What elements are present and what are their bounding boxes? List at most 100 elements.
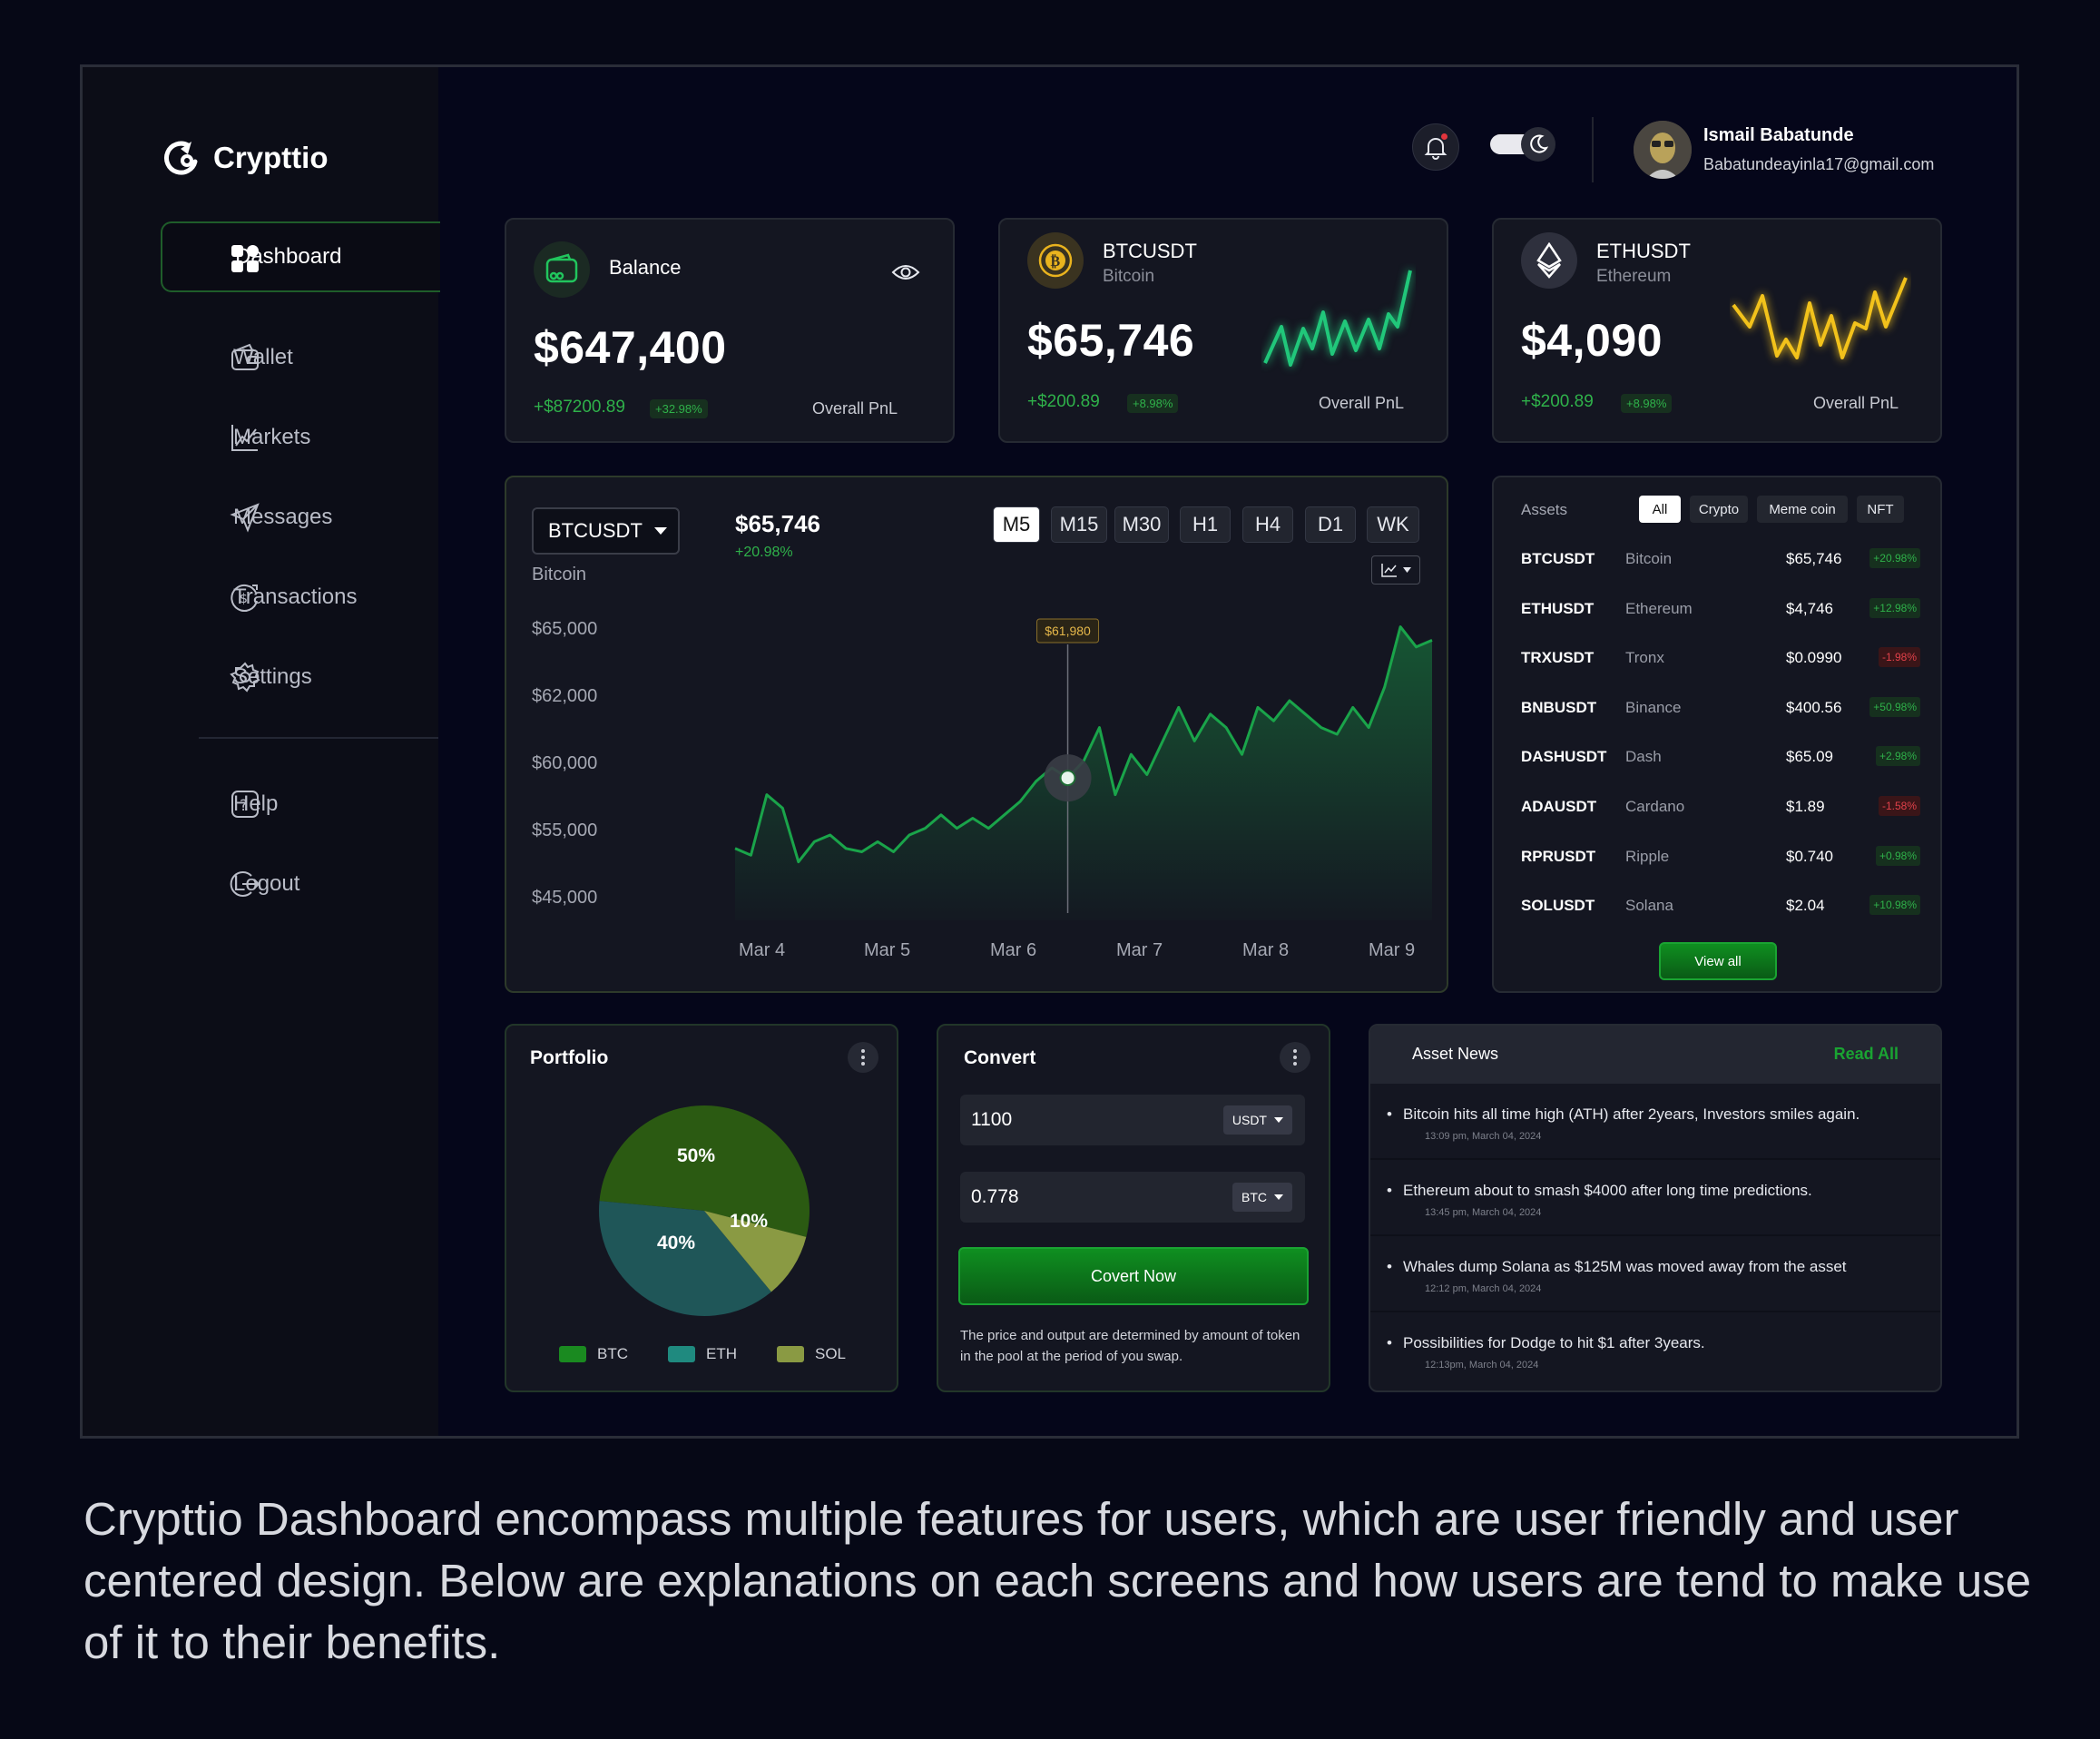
sidebar-item-markets[interactable]: Markets [161,402,440,473]
to-amount-value: 0.778 [971,1186,1019,1207]
asset-symbol: ETHUSDT [1521,599,1595,617]
tab-m15[interactable]: M15 [1051,506,1107,543]
x-tick-label: Mar 9 [1369,940,1416,960]
convert-menu-button[interactable] [1280,1042,1310,1073]
news-item[interactable]: Bitcoin hits all time high (ATH) after 2… [1370,1084,1940,1160]
asset-symbol: TRXUSDT [1521,649,1595,667]
tab-m30[interactable]: M30 [1114,506,1169,543]
to-amount-input[interactable]: 0.778 BTC [960,1172,1305,1223]
news-item[interactable]: Possibilities for Dodge to hit $1 after … [1370,1312,1940,1389]
legend-label: SOL [815,1345,847,1362]
eye-icon[interactable] [891,261,920,283]
logo[interactable]: Crypttio [161,136,329,180]
balance-card: Balance $647,400 +$87200.89 +32.98% Over… [505,218,955,443]
balance-icon-wrap [534,241,590,298]
x-tick-label: Mar 8 [1242,940,1290,960]
btc-card: ₿ BTCUSDT Bitcoin $65,746 +$200.89 +8.98… [998,218,1448,443]
convert-now-button[interactable]: Covert Now [958,1247,1309,1305]
user-email: Babatundeayinla17@gmail.com [1703,155,1935,173]
sidebar: Crypttio Dashboard Wallet Markets [83,67,440,1436]
from-amount-input[interactable]: 1100 USDT [960,1095,1305,1145]
tab-h1[interactable]: H1 [1180,506,1231,543]
asset-row[interactable]: TRXUSDT Tronx $0.0990 -1.98% [1521,645,1920,673]
pie-slice-btc[interactable] [599,1105,810,1237]
news-item[interactable]: Whales dump Solana as $125M was moved aw… [1370,1236,1940,1312]
btc-pnl-label: Overall PnL [1319,394,1405,412]
pair-dropdown[interactable]: BTCUSDT [532,507,680,555]
chart-type-dropdown[interactable] [1371,555,1420,585]
notifications-button[interactable] [1412,123,1459,171]
sidebar-item-wallet[interactable]: Wallet [161,322,440,393]
asset-symbol: BTCUSDT [1521,550,1595,567]
asset-row[interactable]: SOLUSDT Solana $2.04 +10.98% [1521,893,1920,920]
pie-label: 50% [677,1145,715,1166]
wallet-icon [231,343,259,370]
avatar[interactable] [1634,121,1692,179]
portfolio-title: Portfolio [530,1047,609,1068]
moon-icon [1530,134,1549,153]
balance-value: $647,400 [534,322,727,373]
btc-pnl: +$200.89 [1027,392,1100,411]
asset-row[interactable]: RPRUSDT Ripple $0.740 +0.98% [1521,844,1920,871]
pie-slice-eth[interactable] [599,1201,771,1316]
news-date: 12:13pm, March 04, 2024 [1425,1360,1539,1371]
eth-sparkline-line [1732,277,1908,359]
asset-price: $0.740 [1786,847,1833,865]
pie-label: 40% [657,1233,695,1253]
to-currency-select[interactable]: BTC [1232,1183,1292,1212]
tab-all[interactable]: All [1639,496,1681,523]
asset-name: Ethereum [1625,599,1693,617]
caption-text: Crypttio Dashboard encompass multiple fe… [83,1493,2032,1668]
news-headline: Whales dump Solana as $125M was moved aw… [1387,1258,1847,1276]
asset-price: $4,746 [1786,599,1833,617]
from-currency-select[interactable]: USDT [1222,1105,1292,1135]
tab-m5[interactable]: M5 [993,506,1040,543]
sidebar-item-settings[interactable]: Settings [161,642,440,712]
sidebar-item-dashboard[interactable]: Dashboard [161,221,440,292]
btc-sparkline-line [1263,270,1412,367]
btc-title: BTCUSDT [1103,240,1197,262]
eth-pnl-label: Overall PnL [1813,394,1899,412]
price-chart-svg[interactable]: $61,980 [724,604,1441,922]
pie-slice-sol[interactable] [704,1211,807,1292]
markets-icon [231,425,258,451]
dashboard-icon [231,245,259,272]
tab-d1[interactable]: D1 [1305,506,1356,543]
view-all-button[interactable]: View all [1659,942,1777,980]
asset-row[interactable]: ETHUSDT Ethereum $4,746 +12.98% [1521,596,1920,624]
asset-price: $2.04 [1786,897,1825,915]
tab-wk[interactable]: WK [1367,506,1419,543]
sidebar-item-help[interactable]: ? Help [161,769,440,840]
tab-crypto[interactable]: Crypto [1690,496,1748,523]
user-name: Ismail Babatunde [1703,125,1854,145]
tab-h4[interactable]: H4 [1242,506,1293,543]
news-title: Asset News [1412,1045,1499,1063]
eth-subtitle: Ethereum [1596,267,1672,286]
highlight-point[interactable] [1059,770,1076,787]
tab-nft[interactable]: NFT [1857,496,1904,523]
asset-row[interactable]: ADAUSDT Cardano $1.89 -1.58% [1521,794,1920,821]
theme-toggle[interactable] [1490,127,1555,163]
read-all-link[interactable]: Read All [1833,1045,1899,1063]
portfolio-menu-button[interactable] [848,1042,878,1073]
news-item[interactable]: Ethereum about to smash $4000 after long… [1370,1160,1940,1236]
svg-text:₿: ₿ [1051,252,1061,270]
balance-pnl-badge: +32.98% [650,399,708,418]
portfolio-card: Portfolio 50% 40% 10% BTC ETH SOL [505,1024,898,1392]
asset-row[interactable]: BNBUSDT Binance $400.56 +50.98% [1521,695,1920,722]
caret-down-icon [1274,1194,1283,1200]
caret-down-icon [653,527,667,535]
asset-row[interactable]: BTCUSDT Bitcoin $65,746 +20.98% [1521,546,1920,574]
sidebar-item-label: Settings [233,664,312,689]
wallet-icon [545,253,578,283]
asset-row[interactable]: DASHUSDT Dash $65.09 +2.98% [1521,744,1920,771]
sidebar-item-messages[interactable]: Messages [161,482,440,553]
sidebar-item-logout[interactable]: Logout [161,849,440,919]
sidebar-item-label: Wallet [233,345,293,369]
gear-icon [230,662,260,693]
help-icon: ? [231,791,259,818]
sidebar-item-transactions[interactable]: $ Transactions [161,562,440,633]
assets-title: Assets [1521,501,1568,518]
tab-meme-coin[interactable]: Meme coin [1757,496,1848,523]
legend-swatch [559,1346,586,1362]
